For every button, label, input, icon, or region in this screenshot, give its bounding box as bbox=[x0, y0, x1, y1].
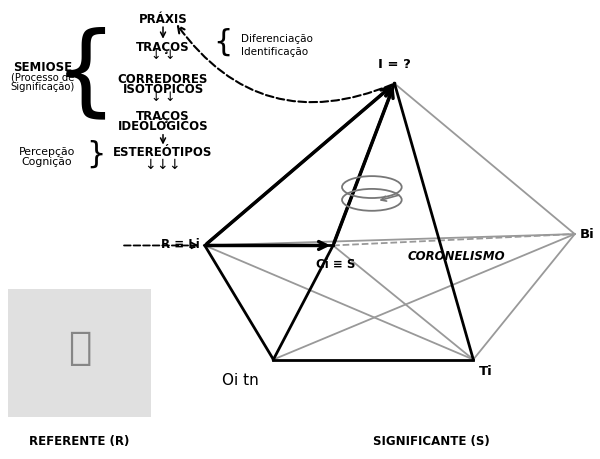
Text: ↓: ↓ bbox=[156, 158, 167, 172]
Text: ↓: ↓ bbox=[165, 49, 175, 62]
Text: CORONELISMO: CORONELISMO bbox=[407, 250, 505, 263]
Text: ↓: ↓ bbox=[165, 91, 175, 104]
Text: Identificação: Identificação bbox=[241, 47, 308, 57]
Text: SIGNIFICANTE (S): SIGNIFICANTE (S) bbox=[373, 436, 490, 448]
Text: I = ?: I = ? bbox=[378, 58, 411, 71]
Text: Diferenciação: Diferenciação bbox=[241, 34, 313, 44]
Text: TRAÇOS: TRAÇOS bbox=[136, 110, 190, 123]
Text: Ci ≡ S: Ci ≡ S bbox=[316, 258, 356, 271]
FancyBboxPatch shape bbox=[8, 289, 151, 417]
Text: Percepção: Percepção bbox=[19, 147, 75, 157]
Text: R ≡ Li: R ≡ Li bbox=[161, 238, 200, 251]
Text: 🎭: 🎭 bbox=[68, 329, 91, 367]
Text: Bi: Bi bbox=[580, 228, 594, 241]
Text: ↓: ↓ bbox=[168, 158, 179, 172]
Text: (Processo de: (Processo de bbox=[11, 73, 74, 83]
Text: Cognição: Cognição bbox=[22, 157, 72, 167]
Text: TRAÇOS: TRAÇOS bbox=[136, 40, 190, 54]
Text: REFERENTE (R): REFERENTE (R) bbox=[29, 436, 130, 448]
Text: CORREDORES: CORREDORES bbox=[118, 73, 208, 86]
Text: {: { bbox=[214, 28, 233, 57]
Text: Significação): Significação) bbox=[10, 82, 74, 92]
Text: IDEOLÓGICOS: IDEOLÓGICOS bbox=[118, 120, 208, 133]
Text: ↓: ↓ bbox=[151, 49, 161, 62]
Text: SEMIOSE: SEMIOSE bbox=[13, 61, 72, 74]
Text: }: } bbox=[86, 140, 106, 169]
Text: ISOTÓPICOS: ISOTÓPICOS bbox=[122, 84, 203, 96]
Text: ↓: ↓ bbox=[144, 158, 155, 172]
Text: ↓: ↓ bbox=[151, 91, 161, 104]
Text: PRÁXIS: PRÁXIS bbox=[139, 13, 187, 26]
Text: Oi tn: Oi tn bbox=[222, 373, 259, 388]
Text: Ti: Ti bbox=[479, 365, 493, 378]
Text: {: { bbox=[53, 26, 117, 123]
Text: ESTEREÓTIPOS: ESTEREÓTIPOS bbox=[113, 146, 212, 159]
